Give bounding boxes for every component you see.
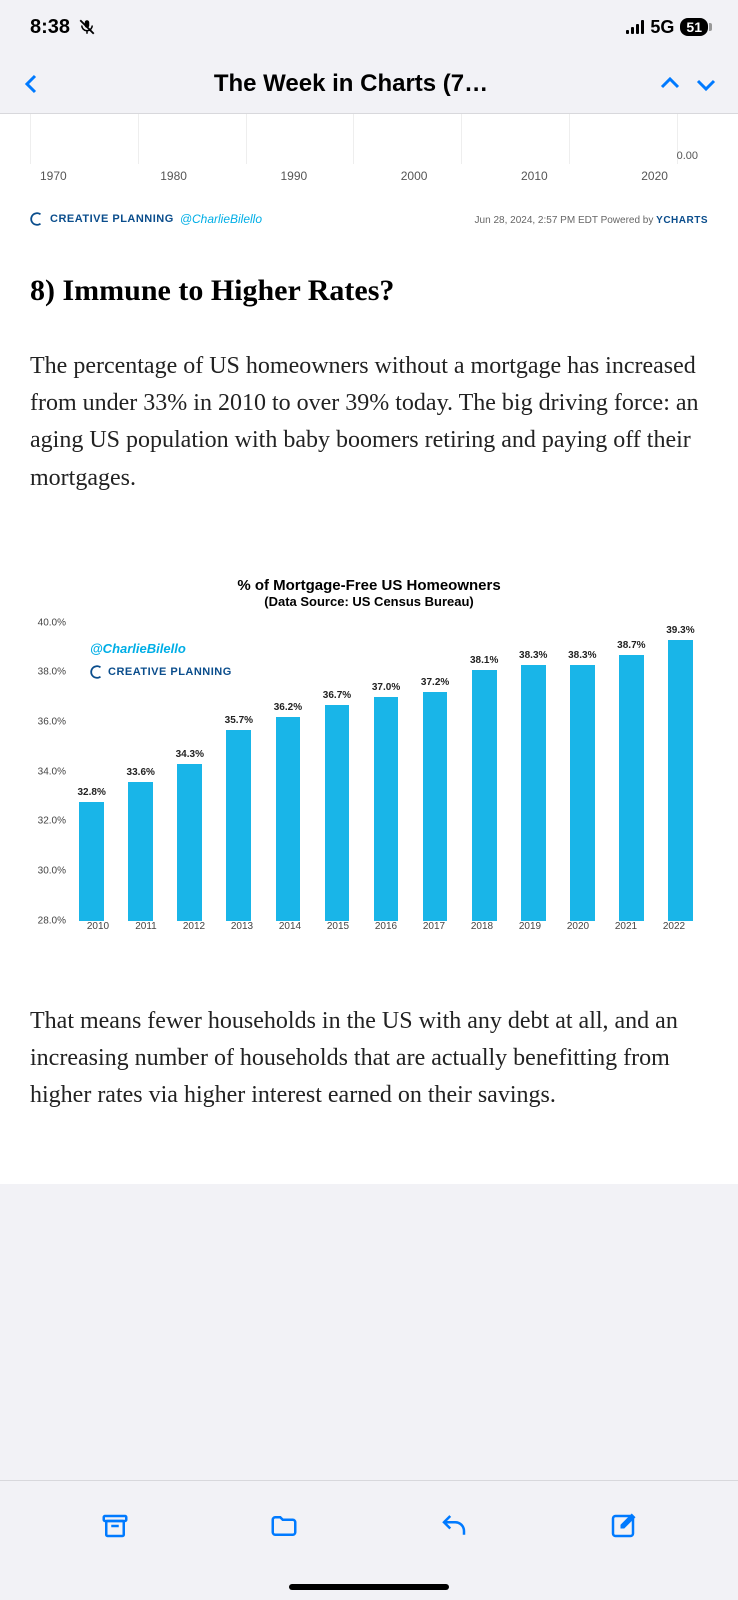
folder-icon[interactable] [269,1511,299,1541]
compose-icon[interactable] [608,1511,638,1541]
archive-icon[interactable] [100,1511,130,1541]
cropped-chart-fragment: 0.00 1970 1980 1990 2000 2010 2020 CREATIVE P… [0,114,738,244]
bar-rect [374,697,399,921]
y-tick: 34.0% [38,766,66,777]
x-tick: 2013 [225,921,259,943]
y-tick: 30.0% [38,866,66,877]
bar-rect [226,730,251,921]
bar-value-label: 34.3% [176,749,204,760]
bar-value-label: 38.1% [470,655,498,666]
bar: 38.3% [565,623,600,921]
x-tick: 2018 [465,921,499,943]
bar: 38.7% [614,623,649,921]
y-tick: 38.0% [38,667,66,678]
x-tick: 2019 [513,921,547,943]
bar: 37.0% [368,623,403,921]
nav-bar: The Week in Charts (7… [0,54,738,114]
x-tick: 2014 [273,921,307,943]
bar-rect [521,665,546,921]
x-tick: 2016 [369,921,403,943]
x-tick: 2010 [81,921,115,943]
frag-x-tick: 1990 [281,169,308,183]
bar: 38.1% [467,623,502,921]
bar-value-label: 38.7% [617,640,645,651]
chart-subtitle: (Data Source: US Census Bureau) [30,594,708,609]
x-tick: 2022 [657,921,691,943]
bar: 35.7% [221,623,256,921]
bar-rect [472,670,497,921]
bar-value-label: 38.3% [519,650,547,661]
bar-value-label: 33.6% [127,767,155,778]
signal-icon [626,20,644,34]
x-tick: 2012 [177,921,211,943]
bar: 33.6% [123,623,158,921]
bar-rect [128,782,153,921]
bar-rect [619,655,644,921]
bar: 37.2% [417,623,452,921]
status-time: 8:38 [30,16,70,39]
brand-handle: @CharlieBilello [180,212,262,226]
bar: 32.8% [74,623,109,921]
bar-value-label: 35.7% [225,715,253,726]
home-indicator[interactable] [289,1584,449,1590]
mute-icon [78,18,96,36]
brand-name: CREATIVE PLANNING [50,213,174,225]
powered-by: Jun 28, 2024, 2:57 PM EDT Powered by YCH… [475,215,708,226]
brand-logo-icon [30,212,44,226]
x-tick: 2011 [129,921,163,943]
x-tick: 2021 [609,921,643,943]
y-tick: 28.0% [38,915,66,926]
x-tick: 2015 [321,921,355,943]
frag-x-tick: 1980 [160,169,187,183]
frag-x-tick: 2020 [641,169,668,183]
bar: 39.3% [663,623,698,921]
frag-x-tick: 2010 [521,169,548,183]
bar-value-label: 39.3% [666,625,694,636]
prev-item-button[interactable] [658,72,682,96]
bar: 34.3% [172,623,207,921]
bar: 38.3% [516,623,551,921]
bar-value-label: 36.7% [323,690,351,701]
bar-value-label: 37.0% [372,682,400,693]
article-paragraph: The percentage of US homeowners without … [30,348,708,497]
x-tick: 2020 [561,921,595,943]
frag-zero-label: 0.00 [677,150,698,162]
bar-rect [177,764,202,920]
bar-value-label: 38.3% [568,650,596,661]
network-label: 5G [650,17,674,38]
bar-rect [423,692,448,920]
section-heading: 8) Immune to Higher Rates? [30,274,708,308]
bar-value-label: 36.2% [274,702,302,713]
bar: 36.7% [319,623,354,921]
bottom-toolbar [0,1480,738,1600]
status-bar: 8:38 5G 51 [0,0,738,54]
y-tick: 36.0% [38,717,66,728]
bar-value-label: 32.8% [77,787,105,798]
bar-rect [325,705,350,921]
battery-indicator: 51 [680,18,708,36]
bar-rect [79,802,104,921]
bar-rect [276,717,301,921]
page-title: The Week in Charts (7… [56,70,646,98]
bar-rect [668,640,693,921]
bar-rect [570,665,595,921]
reply-icon[interactable] [439,1511,469,1541]
x-tick: 2017 [417,921,451,943]
article-content: 0.00 1970 1980 1990 2000 2010 2020 CREATIVE P… [0,114,738,1184]
bar-value-label: 37.2% [421,677,449,688]
mortgage-free-chart: % of Mortgage-Free US Homeowners (Data S… [0,567,738,973]
article-paragraph: That means fewer households in the US wi… [30,1003,708,1115]
frag-x-tick: 1970 [40,169,67,183]
next-item-button[interactable] [694,72,718,96]
y-tick: 40.0% [38,617,66,628]
y-tick: 32.0% [38,816,66,827]
bar: 36.2% [270,623,305,921]
chart-title: % of Mortgage-Free US Homeowners [30,577,708,594]
frag-x-tick: 2000 [401,169,428,183]
back-button[interactable] [20,72,44,96]
